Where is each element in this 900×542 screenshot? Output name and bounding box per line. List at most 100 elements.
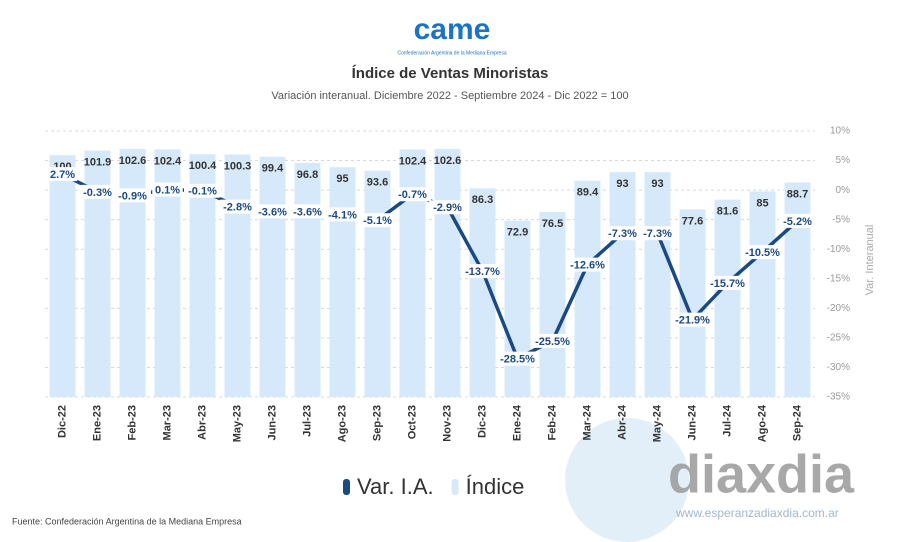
x-tick-label: Dic-23 bbox=[476, 405, 488, 438]
bar-value-label: 102.4 bbox=[399, 155, 427, 167]
label-box bbox=[394, 187, 431, 202]
line-value-label: 2.7% bbox=[50, 169, 75, 181]
bar bbox=[119, 148, 146, 397]
label-box bbox=[254, 204, 291, 219]
line-value-label: -0.3% bbox=[83, 187, 112, 199]
line-value-label: -5.1% bbox=[363, 215, 392, 227]
watermark-logo bbox=[565, 418, 689, 542]
x-tick-label: Ago-23 bbox=[336, 405, 348, 442]
x-tick-label: Mar-24 bbox=[581, 404, 593, 440]
bar-value-label: 99.4 bbox=[262, 163, 284, 175]
y2-tick-label: -15% bbox=[827, 273, 850, 284]
bar bbox=[259, 156, 286, 397]
label-box bbox=[152, 182, 183, 197]
bar bbox=[749, 191, 776, 397]
x-tick-label: Feb-24 bbox=[546, 404, 558, 440]
x-tick-label: Jun-23 bbox=[266, 405, 278, 440]
bar-value-label: 85 bbox=[756, 197, 768, 209]
line-value-label: -7.3% bbox=[643, 228, 672, 240]
x-tick-label: Mar-23 bbox=[161, 405, 173, 440]
bar-value-label: 86.3 bbox=[472, 194, 493, 206]
x-tick-label: Abr-23 bbox=[196, 405, 208, 440]
x-tick-label: May-24 bbox=[651, 404, 663, 442]
line-value-label: -12.6% bbox=[570, 259, 605, 271]
x-tick-label: Jul-24 bbox=[721, 404, 733, 437]
bar-value-label: 72.9 bbox=[507, 227, 528, 239]
label-box bbox=[219, 199, 256, 214]
label-box bbox=[705, 275, 750, 290]
bar-value-label: 93.6 bbox=[367, 177, 388, 189]
line-value-label: -5.2% bbox=[783, 216, 812, 228]
bar-value-label: 89.4 bbox=[577, 187, 599, 199]
y2-tick-label: 10% bbox=[830, 126, 850, 137]
x-tick-label: Oct-23 bbox=[406, 405, 418, 439]
bar bbox=[644, 172, 671, 397]
x-tick-label: Jun-24 bbox=[686, 404, 698, 440]
bar-value-label: 102.4 bbox=[154, 155, 182, 167]
bar bbox=[574, 180, 601, 397]
legend-marker bbox=[343, 479, 350, 495]
bar bbox=[329, 167, 356, 397]
line-value-label: -28.5% bbox=[500, 353, 535, 365]
x-tick-label: May-23 bbox=[231, 405, 243, 442]
bar-value-label: 102.6 bbox=[119, 155, 147, 167]
line-value-label: -15.7% bbox=[710, 278, 745, 290]
logo-subtitle: Confederación Argentina de la Mediana Em… bbox=[397, 50, 506, 56]
bar-value-label: 95 bbox=[336, 173, 348, 185]
chart-subtitle: Variación interanual. Diciembre 2022 - S… bbox=[271, 90, 628, 102]
label-box bbox=[740, 245, 785, 260]
y2-axis-title: Var. Interanual bbox=[864, 225, 876, 296]
label-box bbox=[429, 200, 466, 215]
bar bbox=[679, 209, 706, 397]
label-box bbox=[604, 226, 641, 241]
bar-value-label: 93 bbox=[616, 178, 628, 190]
x-tick-label: Jul-23 bbox=[301, 405, 313, 437]
x-tick-label: Feb-23 bbox=[126, 405, 138, 440]
bar-value-label: 77.6 bbox=[682, 215, 703, 227]
x-tick-label: Nov-23 bbox=[441, 405, 453, 442]
y2-tick-label: 5% bbox=[836, 155, 851, 166]
label-box bbox=[495, 351, 540, 366]
legend-label: Índice bbox=[466, 474, 525, 499]
bar bbox=[294, 162, 321, 397]
x-tick-label: Ago-24 bbox=[756, 404, 768, 442]
bar-value-label: 93 bbox=[651, 178, 663, 190]
bar-value-label: 76.5 bbox=[542, 218, 563, 230]
line-value-label: -0.9% bbox=[118, 190, 147, 202]
watermark: diaxdia bbox=[668, 444, 855, 504]
line-value-label: -2.8% bbox=[223, 202, 252, 214]
legend-marker bbox=[451, 479, 459, 495]
bar-value-label: 101.9 bbox=[84, 156, 112, 168]
label-box bbox=[184, 183, 221, 198]
y2-tick-label: -10% bbox=[827, 244, 850, 255]
bar bbox=[49, 155, 76, 397]
bar-value-label: 88.7 bbox=[787, 188, 808, 200]
bar bbox=[399, 149, 426, 397]
source: Fuente: Confederación Argentina de la Me… bbox=[12, 516, 242, 526]
label-box bbox=[530, 333, 575, 348]
label-box bbox=[289, 204, 326, 219]
label-box bbox=[79, 184, 116, 199]
label-box bbox=[670, 312, 715, 327]
y2-tick-label: 0% bbox=[836, 185, 851, 196]
line-value-label: -0.1% bbox=[188, 186, 217, 198]
chart-title: Índice de Ventas Minoristas bbox=[352, 65, 549, 82]
y2-tick-label: -20% bbox=[827, 303, 850, 314]
y2-tick-label: -35% bbox=[827, 392, 850, 403]
bar-value-label: 100.3 bbox=[224, 160, 252, 172]
line-value-label: -21.9% bbox=[675, 314, 710, 326]
x-tick-label: Ene-24 bbox=[511, 404, 523, 441]
label-box bbox=[460, 264, 505, 279]
y2-tick-label: -25% bbox=[827, 333, 850, 344]
bar-value-label: 96.8 bbox=[297, 169, 318, 181]
label-box bbox=[324, 207, 361, 222]
bar-value-label: 102.6 bbox=[434, 155, 462, 167]
label-box bbox=[359, 213, 396, 228]
watermark-url: www.esperanzadiaxdia.com.ar bbox=[675, 506, 839, 520]
line-value-label: -0.7% bbox=[398, 189, 427, 201]
x-tick-label: Ene-23 bbox=[91, 405, 103, 441]
bar bbox=[539, 212, 566, 397]
x-tick-label: Abr-24 bbox=[616, 404, 628, 440]
line-value-label: -3.6% bbox=[258, 206, 287, 218]
y2-tick-label: -30% bbox=[827, 362, 850, 373]
